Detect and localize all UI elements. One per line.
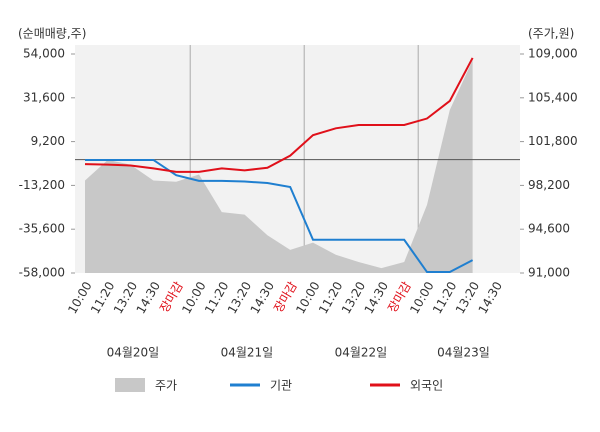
x-tick-label: 14:30 (248, 279, 277, 316)
x-tick-label: 14:30 (134, 279, 163, 316)
y2-tick-label: 101,800 (528, 134, 578, 148)
series-line (85, 158, 474, 274)
y2-tick-label: 91,000 (528, 266, 570, 280)
y2-tick-label: 109,000 (528, 47, 578, 61)
y-tick-label: 31,600 (23, 90, 65, 104)
x-tick-label: 14:30 (476, 279, 505, 316)
date-label: 04월23일 (437, 346, 490, 360)
y2-axis-label: (주가,원) (528, 27, 574, 41)
legend-label: 기관 (270, 379, 292, 393)
x-tick-label: 14:30 (362, 279, 391, 316)
y-tick-label: -35,600 (19, 222, 65, 236)
y-tick-label: -58,000 (19, 266, 65, 280)
y-tick-label: 9,200 (31, 134, 65, 148)
y2-tick-label: 105,400 (528, 90, 578, 104)
y2-tick-label: 94,600 (528, 222, 570, 236)
legend-label: 외국인 (410, 379, 443, 393)
date-label: 04월21일 (221, 346, 274, 360)
series-line (84, 57, 474, 173)
y2-tick-label: 98,200 (528, 178, 570, 192)
price-area (85, 60, 473, 274)
date-label: 04월20일 (107, 346, 160, 360)
y-axis-label: (순매매량,주) (18, 27, 86, 41)
legend-label: 주가 (155, 379, 177, 393)
y-tick-label: -13,200 (19, 178, 65, 192)
date-label: 04월22일 (335, 346, 388, 360)
legend-swatch (115, 378, 145, 392)
y-tick-label: 54,000 (23, 47, 65, 61)
